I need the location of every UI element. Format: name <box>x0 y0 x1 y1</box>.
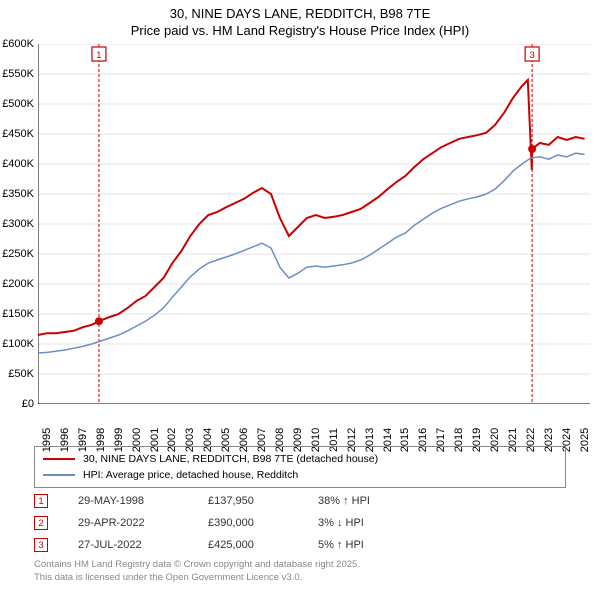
marker-price: £137,950 <box>208 495 318 507</box>
marker-row: 2 29-APR-2022£390,0003% ↓ HPI <box>34 512 418 534</box>
legend: 30, NINE DAYS LANE, REDDITCH, B98 7TE (d… <box>34 446 566 488</box>
marker-number-box: 3 <box>34 538 48 552</box>
svg-text:1: 1 <box>96 50 101 61</box>
footer: Contains HM Land Registry data © Crown c… <box>34 559 360 584</box>
y-tick-label: £400K <box>2 158 34 170</box>
marker-table: 1 29-MAY-1998£137,95038% ↑ HPI 2 29-APR-202… <box>34 490 418 556</box>
y-axis: £0£50K£100K£150K£200K£250K£300K£350K£400… <box>0 44 36 404</box>
legend-swatch <box>43 474 75 476</box>
legend-label: 30, NINE DAYS LANE, REDDITCH, B98 7TE (d… <box>83 453 378 465</box>
y-tick-label: £600K <box>2 38 34 50</box>
chart-container: 30, NINE DAYS LANE, REDDITCH, B98 7TE Pr… <box>0 0 600 590</box>
y-tick-label: £250K <box>2 248 34 260</box>
y-tick-label: £50K <box>8 368 34 380</box>
footer-line2: This data is licensed under the Open Gov… <box>34 572 360 584</box>
y-tick-label: £300K <box>2 218 34 230</box>
marker-number-box: 1 <box>34 494 48 508</box>
marker-row: 3 27-JUL-2022£425,0005% ↑ HPI <box>34 534 418 556</box>
title-subtitle: Price paid vs. HM Land Registry's House … <box>0 23 600 38</box>
y-tick-label: £150K <box>2 308 34 320</box>
marker-row: 1 29-MAY-1998£137,95038% ↑ HPI <box>34 490 418 512</box>
marker-date: 29-APR-2022 <box>78 517 208 529</box>
y-tick-label: £350K <box>2 188 34 200</box>
y-tick-label: £450K <box>2 128 34 140</box>
y-tick-label: £100K <box>2 338 34 350</box>
x-tick-label: 2025 <box>579 428 591 452</box>
y-tick-label: £200K <box>2 278 34 290</box>
legend-swatch <box>43 458 75 460</box>
footer-line1: Contains HM Land Registry data © Crown c… <box>34 559 360 571</box>
marker-pct: 3% ↓ HPI <box>318 517 418 529</box>
marker-date: 29-MAY-1998 <box>78 495 208 507</box>
x-axis: 1995199619971998199920002001200220032004… <box>38 408 590 446</box>
chart-svg: 13 <box>38 44 590 404</box>
svg-text:3: 3 <box>529 50 534 61</box>
marker-number-box: 2 <box>34 516 48 530</box>
legend-label: HPI: Average price, detached house, Redd… <box>83 469 298 481</box>
legend-item: 30, NINE DAYS LANE, REDDITCH, B98 7TE (d… <box>43 451 557 467</box>
marker-price: £390,000 <box>208 517 318 529</box>
title-block: 30, NINE DAYS LANE, REDDITCH, B98 7TE Pr… <box>0 0 600 38</box>
marker-pct: 38% ↑ HPI <box>318 495 418 507</box>
marker-pct: 5% ↑ HPI <box>318 539 418 551</box>
marker-date: 27-JUL-2022 <box>78 539 208 551</box>
title-address: 30, NINE DAYS LANE, REDDITCH, B98 7TE <box>0 6 600 21</box>
legend-item: HPI: Average price, detached house, Redd… <box>43 467 557 483</box>
marker-price: £425,000 <box>208 539 318 551</box>
y-tick-label: £0 <box>22 398 34 410</box>
y-tick-label: £550K <box>2 68 34 80</box>
y-tick-label: £500K <box>2 98 34 110</box>
